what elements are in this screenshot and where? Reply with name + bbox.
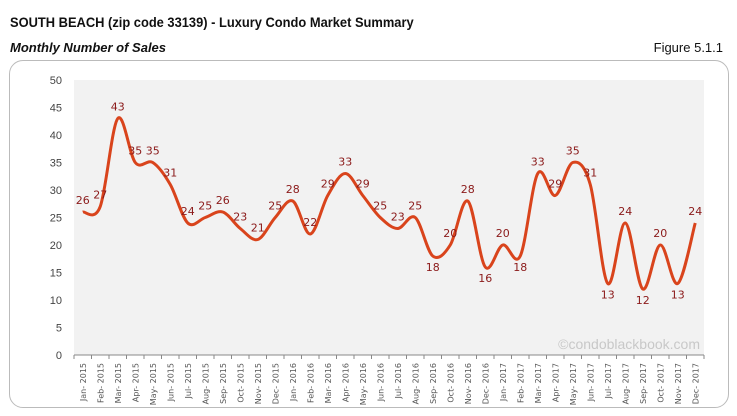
data-label: 25 (373, 200, 387, 213)
figure-number: Figure 5.1.1 (653, 40, 723, 55)
data-label: 27 (93, 189, 107, 202)
data-label: 18 (513, 261, 527, 274)
y-tick-label: 5 (56, 323, 62, 335)
data-label: 20 (443, 227, 457, 240)
x-tick-label: Aug- 2017 (621, 363, 630, 404)
x-tick-label: Sep- 2015 (219, 363, 228, 404)
data-label: 24 (688, 205, 702, 218)
data-label: 13 (601, 289, 615, 302)
y-tick-label: 45 (50, 103, 62, 115)
x-tick-label: Jan- 2016 (289, 363, 298, 402)
data-label: 28 (286, 183, 300, 196)
data-label: 35 (566, 145, 580, 158)
y-tick-label: 15 (50, 268, 62, 280)
x-tick-label: Oct- 2016 (446, 363, 455, 403)
x-tick-label: Aug- 2015 (201, 363, 210, 404)
x-tick-label: May- 2015 (149, 363, 158, 405)
data-label: 29 (356, 178, 370, 191)
data-label: 35 (146, 145, 160, 158)
data-label: 12 (636, 294, 650, 307)
x-tick-label: Jul- 2016 (394, 363, 403, 399)
data-label: 18 (426, 261, 440, 274)
data-label: 20 (496, 227, 510, 240)
x-tick-label: Jun- 2016 (376, 363, 385, 402)
y-tick-label: 0 (56, 350, 62, 362)
data-label: 20 (653, 227, 667, 240)
x-tick-label: Mar- 2017 (534, 363, 543, 403)
data-label: 23 (233, 211, 247, 224)
x-tick-label: Aug- 2016 (411, 363, 420, 404)
x-tick-label: Feb- 2017 (516, 363, 525, 403)
x-tick-label: Jun- 2015 (166, 363, 175, 402)
plot-area (74, 80, 704, 355)
y-tick-label: 35 (50, 158, 62, 170)
y-tick-label: 40 (50, 130, 62, 142)
x-tick-label: Feb- 2016 (306, 363, 315, 403)
data-label: 26 (76, 194, 90, 207)
data-label: 21 (251, 222, 265, 235)
data-label: 33 (531, 156, 545, 169)
x-tick-label: Feb- 2015 (96, 363, 105, 403)
data-label: 33 (338, 156, 352, 169)
x-tick-label: Dec- 2017 (691, 363, 700, 404)
y-tick-label: 20 (50, 240, 62, 252)
data-label: 31 (163, 167, 177, 180)
y-tick-label: 30 (50, 185, 62, 197)
data-label: 25 (268, 200, 282, 213)
data-label: 28 (461, 183, 475, 196)
data-label: 23 (391, 211, 405, 224)
x-tick-label: Dec- 2016 (481, 363, 490, 404)
data-label: 35 (128, 145, 142, 158)
chart-subtitle: Monthly Number of Sales (10, 40, 167, 55)
data-label: 13 (671, 289, 685, 302)
data-label: 29 (321, 178, 335, 191)
x-tick-label: Jan- 2017 (499, 363, 508, 402)
watermark: ©condoblackbook.com (558, 336, 700, 352)
y-tick-label: 10 (50, 295, 62, 307)
data-label: 43 (111, 101, 125, 114)
x-tick-label: Oct- 2017 (656, 363, 665, 403)
data-label: 25 (198, 200, 212, 213)
y-tick-label: 50 (50, 75, 62, 87)
data-label: 25 (408, 200, 422, 213)
x-tick-label: Nov- 2017 (674, 363, 683, 404)
data-label: 24 (618, 205, 632, 218)
x-tick-label: Mar- 2015 (114, 363, 123, 403)
x-tick-label: Oct- 2015 (236, 363, 245, 403)
data-label: 22 (303, 216, 317, 229)
x-tick-label: Nov- 2016 (464, 363, 473, 404)
y-tick-label: 25 (50, 213, 62, 225)
x-tick-label: Sep- 2017 (639, 363, 648, 404)
x-tick-label: May- 2017 (569, 363, 578, 405)
x-tick-label: Apr- 2015 (131, 363, 140, 402)
x-tick-label: Dec- 2015 (271, 363, 280, 404)
x-tick-label: Nov- 2015 (254, 363, 263, 404)
chart-frame (9, 60, 729, 408)
data-label: 26 (216, 194, 230, 207)
data-label: 29 (548, 178, 562, 191)
series-line (82, 116, 697, 291)
x-tick-label: May- 2016 (359, 363, 368, 405)
x-tick-label: Jun- 2017 (586, 363, 595, 402)
x-tick-label: Jan- 2015 (79, 363, 88, 402)
x-tick-label: Apr- 2016 (341, 363, 350, 402)
data-label: 16 (478, 272, 492, 285)
x-tick-label: Sep- 2016 (429, 363, 438, 404)
x-tick-label: Jul- 2015 (184, 363, 193, 399)
page-title: SOUTH BEACH (zip code 33139) - Luxury Co… (10, 14, 414, 30)
x-tick-label: Mar- 2016 (324, 363, 333, 403)
x-tick-label: Jul- 2017 (604, 363, 613, 399)
x-tick-label: Apr- 2017 (551, 363, 560, 402)
data-label: 24 (181, 205, 195, 218)
data-label: 31 (583, 167, 597, 180)
